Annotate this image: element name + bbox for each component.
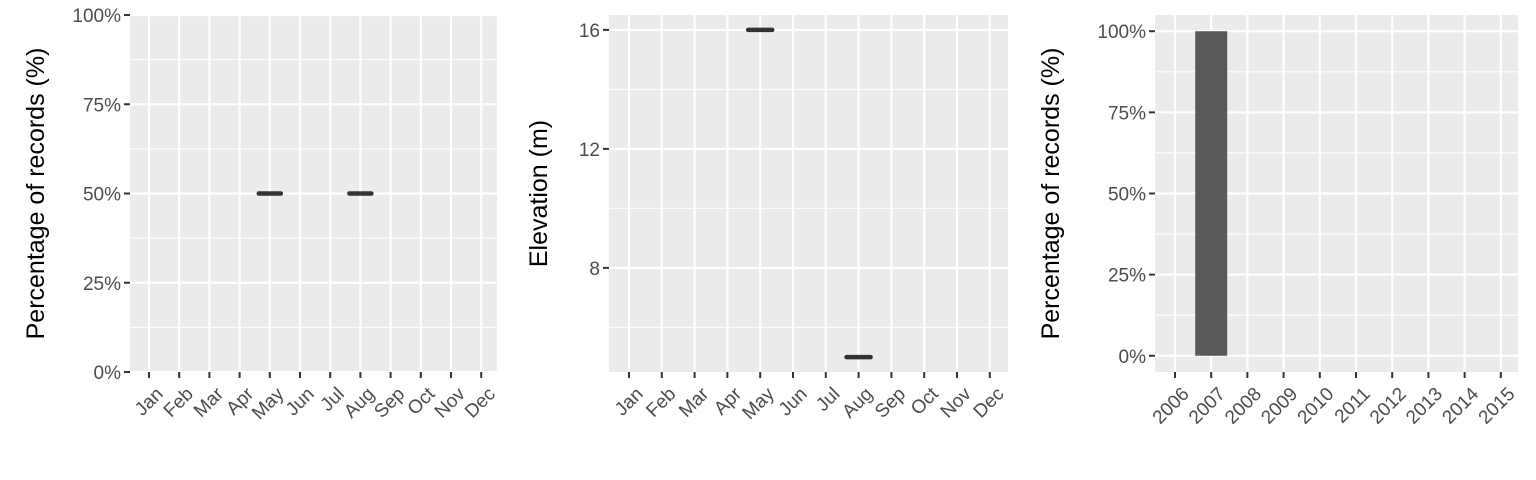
x-tick-label: 2015 (1475, 384, 1520, 429)
x-tick-label: 2010 (1294, 384, 1339, 429)
x-tick-label: 2012 (1366, 384, 1411, 429)
x-tick-label: Dec (970, 384, 1009, 423)
x-tick-label: 2009 (1257, 384, 1302, 429)
x-tick-label: Dec (461, 384, 500, 423)
y-tick-label: 8 (589, 259, 600, 280)
x-tick-label: Oct (907, 383, 943, 419)
x-tick-label: 2014 (1438, 383, 1483, 428)
chart-panel-1: 0%25%50%75%100%JanFebMarAprMayJunJulAugS… (22, 6, 500, 424)
x-tick-label: Apr (710, 383, 746, 419)
x-tick-label: Sep (370, 384, 409, 423)
x-tick-label: Aug (340, 384, 379, 423)
x-tick-label: Nov (937, 383, 976, 422)
x-tick-label: 2013 (1402, 384, 1447, 429)
chart-panel-3: 0%25%50%75%100%2006200720082009201020112… (1037, 15, 1519, 428)
y-axis-title: Percentage of records (%) (1037, 48, 1065, 340)
x-tick-label: Mar (190, 383, 228, 421)
x-tick-label: 2011 (1331, 384, 1375, 428)
x-tick-label: Jul (812, 384, 844, 416)
y-tick-label: 12 (579, 140, 600, 161)
bar-2007 (1195, 31, 1228, 356)
y-tick-label: 25% (83, 274, 121, 295)
y-axis-title: Percentage of records (%) (22, 48, 50, 340)
panel-background (609, 15, 1008, 372)
x-tick-label: Feb (160, 384, 198, 422)
x-tick-label: Oct (404, 383, 440, 419)
y-tick-label: 16 (579, 21, 600, 42)
y-tick-label: 25% (1108, 266, 1146, 287)
y-tick-label: 100% (72, 6, 121, 27)
x-tick-label: Mar (675, 383, 713, 421)
x-tick-label: Nov (431, 383, 470, 422)
y-tick-label: 50% (83, 185, 121, 206)
x-tick-label: Jan (131, 384, 168, 421)
x-tick-label: Jun (282, 384, 319, 421)
y-tick-label: 0% (94, 363, 122, 384)
y-tick-label: 50% (1108, 185, 1146, 206)
y-tick-label: 0% (1119, 347, 1147, 368)
x-tick-label: Jan (611, 384, 648, 421)
y-tick-label: 75% (1108, 103, 1146, 124)
x-tick-label: 2006 (1149, 384, 1194, 429)
y-axis-title: Elevation (m) (525, 120, 553, 267)
x-tick-label: May (739, 383, 780, 424)
x-tick-label: Aug (838, 384, 877, 423)
y-tick-label: 100% (1097, 22, 1146, 43)
x-tick-label: Jun (775, 384, 812, 421)
x-tick-label: 2008 (1221, 384, 1266, 429)
x-tick-label: Feb (642, 384, 680, 422)
x-tick-label: 2007 (1185, 384, 1230, 429)
y-tick-label: 75% (83, 95, 121, 116)
x-tick-label: Sep (871, 384, 910, 423)
